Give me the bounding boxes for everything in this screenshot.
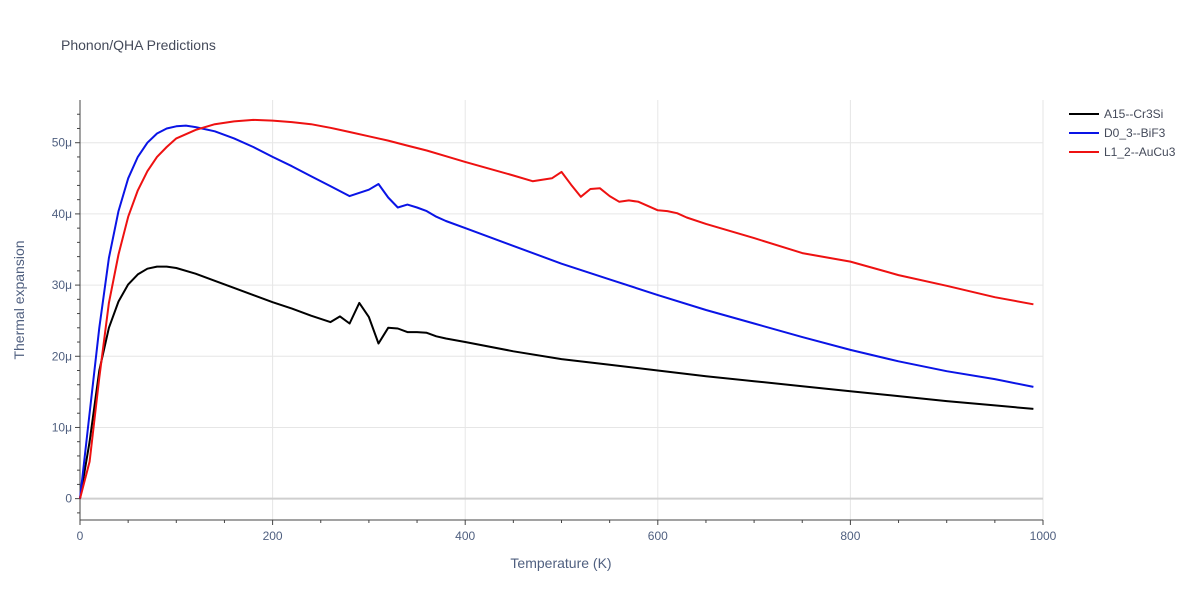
legend-item[interactable]: L1_2--AuCu3 [1069, 145, 1176, 159]
legend-label: A15--Cr3Si [1104, 107, 1163, 121]
y-tick-label: 0 [65, 492, 72, 506]
legend-label: D0_3--BiF3 [1104, 126, 1166, 140]
y-tick-label: 40μ [52, 207, 72, 221]
series-group [79, 118, 1034, 499]
y-axis-title: Thermal expansion [11, 240, 27, 359]
legend-item[interactable]: A15--Cr3Si [1069, 107, 1163, 121]
grid [80, 100, 1044, 520]
legend[interactable]: A15--Cr3Si D0_3--BiF3 L1_2--AuCu3 [1069, 107, 1176, 159]
y-tick-label: 30μ [52, 278, 72, 292]
legend-item[interactable]: D0_3--BiF3 [1069, 126, 1166, 140]
x-tick-label: 600 [648, 529, 668, 543]
x-tick-label: 800 [840, 529, 860, 543]
y-tick-label: 20μ [52, 349, 72, 363]
series-line-2[interactable] [79, 124, 1034, 499]
series-line-3[interactable] [79, 118, 1034, 499]
x-tick-label: 1000 [1030, 529, 1057, 543]
series-line-1[interactable] [79, 265, 1034, 499]
x-axis-title: Temperature (K) [510, 555, 611, 571]
x-tick-label: 0 [77, 529, 84, 543]
y-tick-label: 10μ [52, 420, 72, 434]
chart-title: Phonon/QHA Predictions [61, 37, 216, 53]
x-tick-label: 400 [455, 529, 475, 543]
legend-label: L1_2--AuCu3 [1104, 145, 1176, 159]
y-tick-label: 50μ [52, 136, 72, 150]
axes: 0 200 400 600 800 1000 0 10μ 20μ 30μ 40μ 50μ [52, 100, 1057, 543]
x-tick-label: 200 [263, 529, 283, 543]
